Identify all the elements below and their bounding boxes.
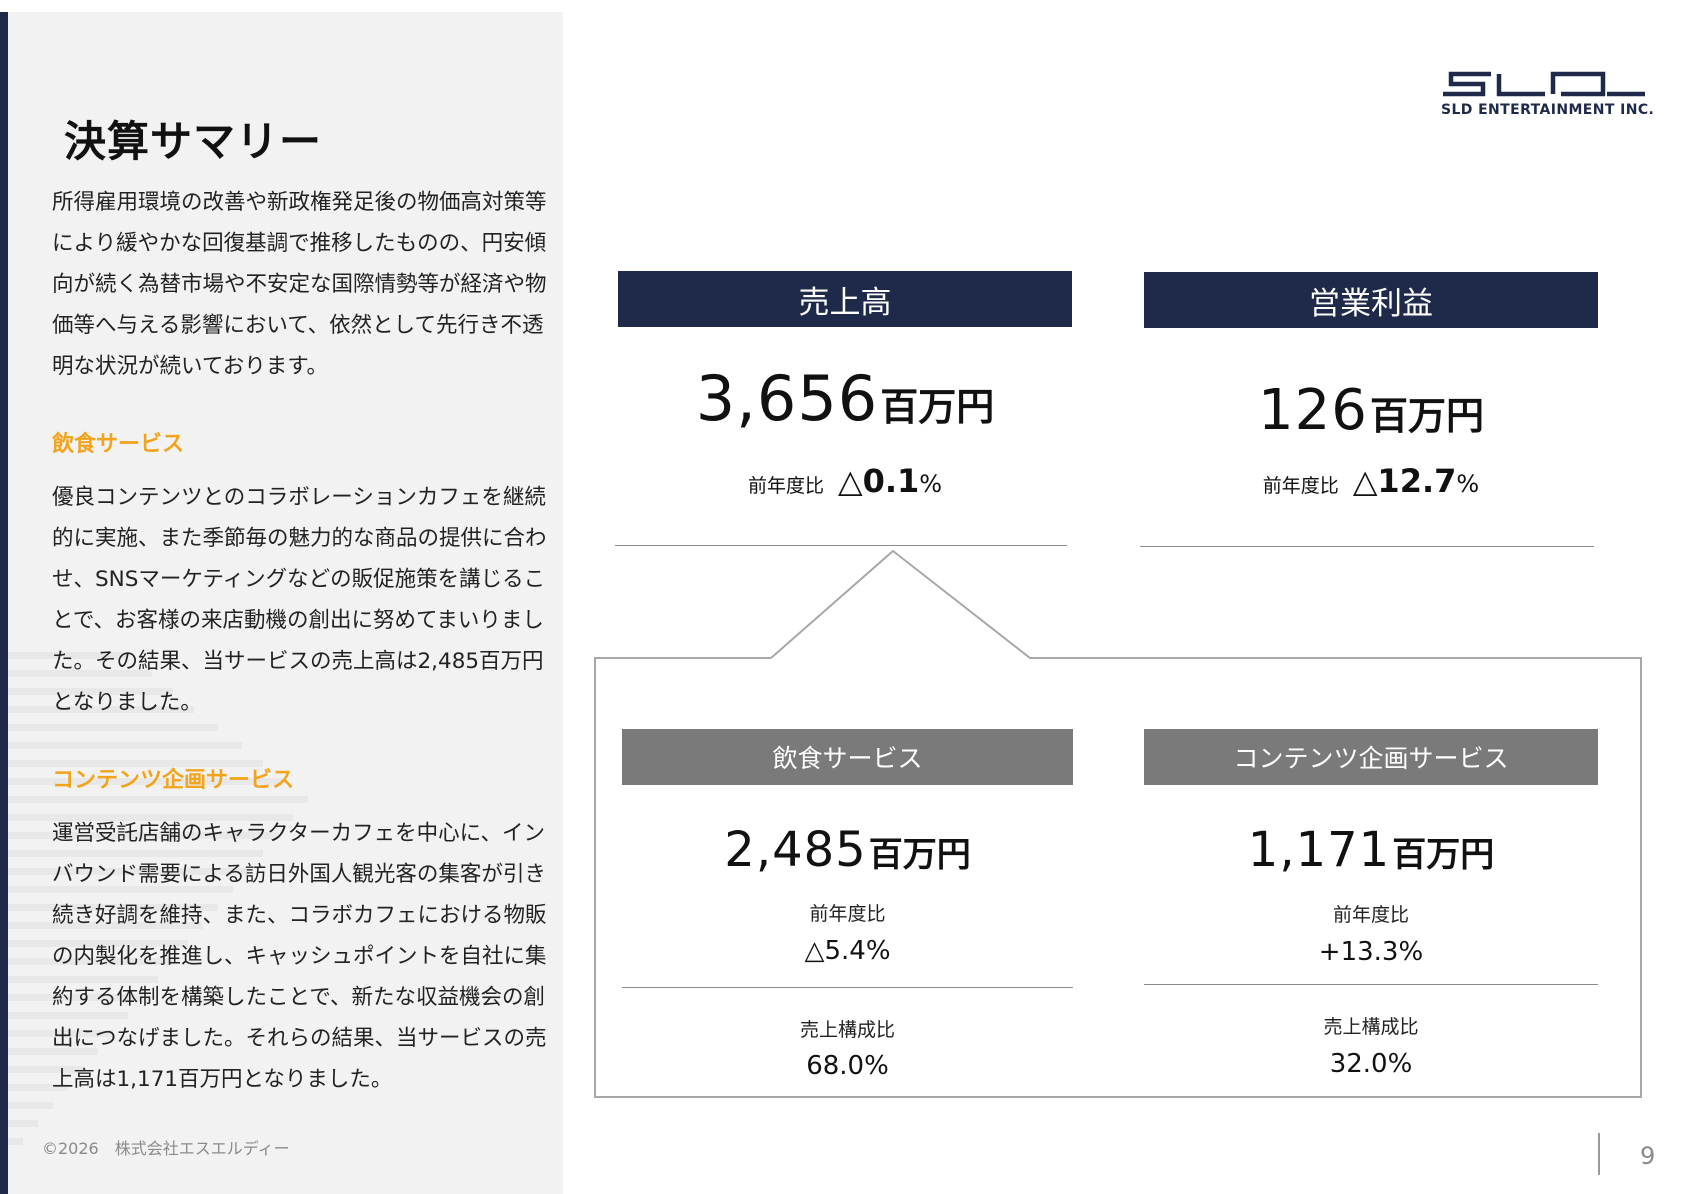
sales-divider bbox=[615, 545, 1067, 546]
page-title: 決算サマリー bbox=[64, 117, 323, 166]
sales-yoy-percent: % bbox=[919, 470, 943, 498]
operating-profit-unit: 百万円 bbox=[1369, 394, 1484, 438]
content-segment-value: 1,171 百万円 bbox=[1144, 822, 1598, 878]
operating-profit-yoy-label: 前年度比 bbox=[1262, 475, 1339, 497]
operating-profit-number: 126 bbox=[1258, 378, 1368, 443]
operating-profit-yoy-value: △12.7 bbox=[1352, 462, 1457, 500]
food-share-value: 68.0% bbox=[806, 1051, 889, 1081]
sales-header: 売上高 bbox=[618, 271, 1072, 327]
operating-profit-yoy: 前年度比 △12.7 % bbox=[1144, 462, 1598, 500]
food-segment-header: 飲食サービス bbox=[622, 729, 1073, 785]
food-yoy-label: 前年度比 bbox=[809, 903, 886, 925]
food-share-label: 売上構成比 bbox=[799, 1019, 895, 1041]
food-segment-value: 2,485 百万円 bbox=[622, 822, 1073, 878]
content-share-value: 32.0% bbox=[1329, 1049, 1413, 1079]
section-body-content: 運営受託店舗のキャラクターカフェを中心に、インバウンド需要による訪日外国人観光客… bbox=[52, 821, 547, 1092]
left-panel: 決算サマリー 所得雇用環境の改善や新政権発足後の物価高対策等により緩やかな回復基… bbox=[0, 12, 563, 1194]
food-yoy-value: △5.4% bbox=[804, 936, 891, 966]
content-share-label: 売上構成比 bbox=[1323, 1016, 1419, 1038]
sales-yoy: 前年度比 △0.1 % bbox=[618, 462, 1072, 500]
operating-profit-value: 126 百万円 bbox=[1144, 378, 1598, 443]
page-number: 9 bbox=[1640, 1142, 1656, 1170]
copyright: ©2026 株式会社エスエルディー bbox=[42, 1139, 290, 1158]
sales-unit: 百万円 bbox=[880, 385, 995, 429]
page-number-divider bbox=[1598, 1133, 1600, 1175]
sld-logo-mark bbox=[1443, 71, 1645, 97]
section-heading-food: 飲食サービス bbox=[52, 432, 185, 457]
operating-profit-yoy-percent: % bbox=[1456, 470, 1480, 498]
left-accent-bar bbox=[0, 12, 8, 1194]
sales-value: 3,656 百万円 bbox=[618, 362, 1072, 435]
content-yoy-value: +13.3% bbox=[1318, 937, 1424, 967]
content-yoy-label: 前年度比 bbox=[1332, 904, 1409, 926]
section-body-food: 優良コンテンツとのコラボレーションカフェを継続的に実施、また季節毎の魅力的な商品… bbox=[52, 485, 547, 715]
sales-yoy-label: 前年度比 bbox=[747, 475, 824, 497]
section-heading-content: コンテンツ企画サービス bbox=[52, 768, 295, 793]
content-divider bbox=[1144, 984, 1598, 985]
intro-text: 所得雇用環境の改善や新政権発足後の物価高対策等により緩やかな回復基調で推移したも… bbox=[52, 190, 547, 379]
food-divider bbox=[622, 987, 1073, 988]
background-stripes bbox=[8, 652, 308, 1172]
food-segment-unit: 百万円 bbox=[868, 835, 971, 875]
food-segment-number: 2,485 bbox=[724, 822, 867, 878]
operating-profit-divider bbox=[1140, 546, 1594, 547]
content-segment-number: 1,171 bbox=[1247, 822, 1391, 878]
company-logo: SLD ENTERTAINMENT INC. bbox=[1441, 70, 1655, 118]
operating-profit-header: 営業利益 bbox=[1144, 272, 1598, 328]
content-segment-header: コンテンツ企画サービス bbox=[1144, 729, 1598, 785]
logo-text: SLD ENTERTAINMENT INC. bbox=[1441, 102, 1655, 118]
content-segment-unit: 百万円 bbox=[1392, 835, 1495, 875]
sales-yoy-value: △0.1 bbox=[837, 462, 920, 500]
sales-number: 3,656 bbox=[695, 362, 879, 435]
